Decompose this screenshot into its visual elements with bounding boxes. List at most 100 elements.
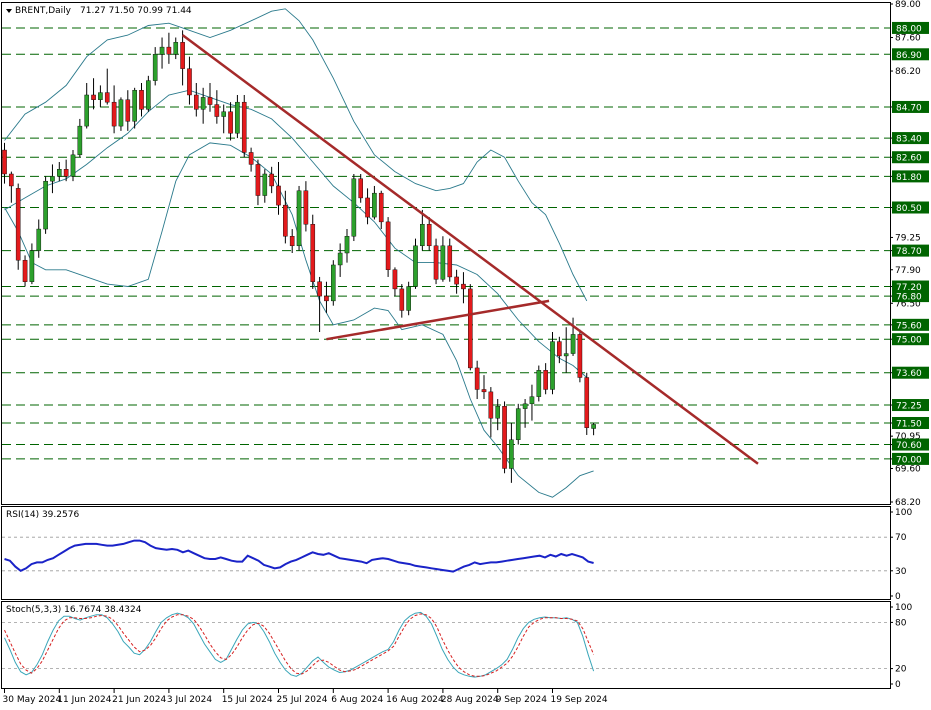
candle-38: [262, 169, 268, 203]
candle-37: [255, 159, 261, 206]
candle-15: [104, 68, 110, 105]
candle-1: [9, 171, 14, 203]
stochastic-indicator: 100 80 20 0: [2, 603, 912, 690]
level-price-tag: [892, 21, 929, 34]
candle-2: [15, 183, 21, 270]
candle-69: [474, 360, 480, 400]
candle-body: [495, 406, 501, 419]
candle-65: [447, 238, 453, 282]
level-price-label: 72.25: [896, 402, 922, 412]
candle-body: [461, 283, 466, 290]
candle-70: [481, 375, 487, 400]
candle-body: [57, 169, 62, 177]
candle-body: [118, 99, 124, 127]
candle-body: [584, 377, 590, 428]
indicator-tick-label: 70: [895, 533, 907, 543]
candle-body: [303, 190, 309, 225]
candle-body: [433, 245, 439, 280]
candle-9: [63, 159, 69, 182]
candle-24: [166, 32, 172, 64]
stoch-main-line: [4, 611, 595, 678]
price-tick-label: 76.50: [895, 299, 921, 309]
candle-body: [98, 92, 103, 100]
candle-body: [9, 173, 14, 187]
candle-13: [91, 78, 96, 110]
rsi-indicator: 100 70 30 0: [2, 508, 912, 602]
candle-body: [399, 288, 405, 311]
candle-body: [543, 370, 548, 390]
level-price-label: 73.60: [896, 369, 922, 379]
level-price-label: 81.80: [896, 173, 922, 183]
candle-body: [468, 288, 473, 369]
trendline-1[interactable]: [326, 299, 550, 341]
candle-72: [495, 399, 501, 431]
candle-body: [132, 89, 137, 122]
candle-body: [125, 99, 131, 122]
level-price-label: 77.20: [896, 283, 922, 293]
candle-body: [413, 245, 418, 287]
candle-83: [570, 317, 576, 356]
candle-33: [228, 102, 233, 141]
candle-4: [29, 243, 35, 285]
candle-body: [317, 281, 322, 297]
time-tick-label: 19 Sep 2024: [551, 695, 608, 705]
candle-body: [84, 94, 89, 127]
candle-body: [207, 97, 213, 105]
candle-85: [584, 372, 590, 435]
candle-73: [502, 401, 507, 474]
candle-71: [488, 387, 494, 438]
candle-40: [276, 162, 281, 215]
level-price-label: 84.70: [896, 103, 922, 113]
level-price-label: 75.00: [896, 336, 922, 346]
candle-81: [557, 336, 562, 364]
level-price-tag: [892, 151, 929, 164]
candle-body: [474, 367, 480, 390]
bb-middle-line: [4, 89, 588, 378]
candle-body: [331, 264, 336, 302]
main-plot-frame: [1, 2, 891, 505]
candle-body: [515, 408, 521, 440]
candle-76: [522, 399, 528, 428]
candle-23: [159, 37, 165, 69]
candle-body: [570, 334, 576, 354]
time-tick-label: 11 Jun 2024: [57, 695, 111, 705]
level-price-tag: [892, 280, 929, 293]
candle-body: [454, 276, 459, 285]
price-tick-label: 86.20: [895, 67, 921, 77]
candle-body: [296, 190, 302, 247]
indicator-tick-label: 80: [895, 618, 907, 628]
candle-body: [139, 89, 144, 110]
candle-78: [536, 365, 542, 402]
candle-77: [529, 384, 535, 421]
candle-27: [187, 56, 192, 105]
time-tick-label: 21 Jun 2024: [112, 695, 166, 705]
indicator-tick-label: 0: [895, 592, 901, 602]
candle-61: [420, 209, 425, 251]
price-tick-label: 70.95: [895, 432, 921, 442]
level-price-tag: [892, 170, 929, 183]
candle-75: [515, 403, 521, 445]
level-price-tag: [892, 416, 929, 429]
candle-body: [440, 245, 446, 280]
time-tick-label: 25 Jul 2024: [277, 695, 328, 705]
candle-body: [344, 236, 350, 254]
menu-triangle-icon[interactable]: [6, 9, 12, 13]
candle-58: [399, 284, 405, 318]
level-price-label: 76.80: [896, 293, 922, 303]
rsi-plot-frame: [1, 506, 891, 600]
indicator-tick-label: 30: [895, 567, 907, 577]
candle-body: [550, 341, 555, 390]
trendlines[interactable]: [181, 34, 759, 465]
candle-body: [70, 154, 76, 177]
candle-body: [536, 370, 542, 397]
candle-3: [22, 255, 28, 287]
candle-body: [426, 224, 432, 247]
level-price-tag: [892, 333, 929, 346]
candle-74: [509, 422, 514, 483]
candle-22: [152, 47, 158, 86]
candle-35: [241, 94, 247, 158]
level-price-tag: [892, 366, 929, 379]
trendline-0[interactable]: [181, 34, 759, 465]
candle-31: [214, 90, 220, 124]
